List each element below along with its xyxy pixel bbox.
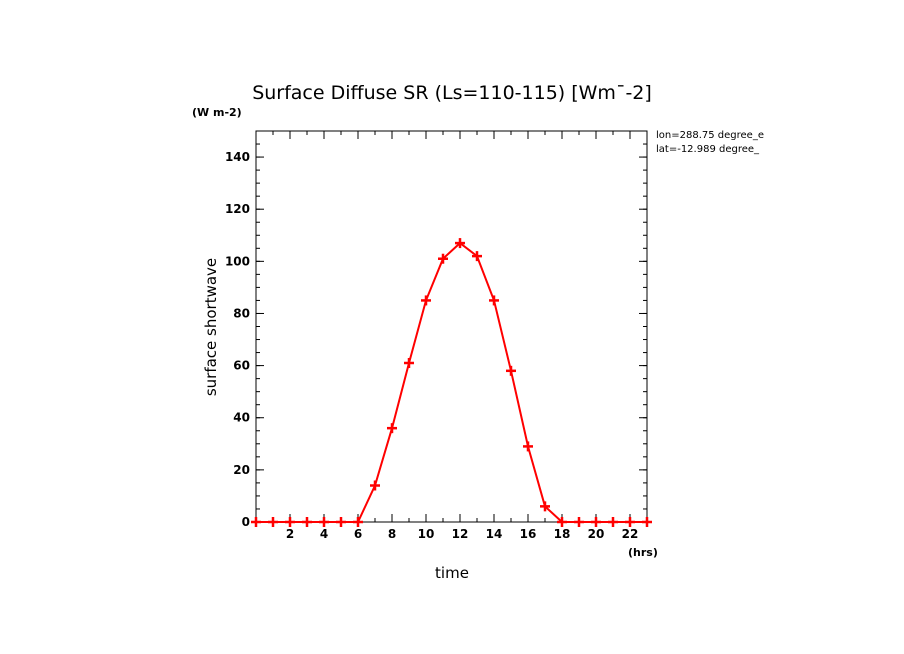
data-point xyxy=(523,441,533,452)
data-point xyxy=(472,251,482,262)
data-point xyxy=(574,517,584,527)
data-point xyxy=(285,517,295,527)
chart-title: Surface Diffuse SR (Ls=110-115) [Wm¯-2] xyxy=(252,82,652,104)
y-axis-units: (W m-2) xyxy=(192,106,242,119)
series-line xyxy=(256,241,647,523)
data-point xyxy=(608,517,618,527)
data-point xyxy=(557,517,567,527)
y-tick-label: 100 xyxy=(225,254,250,268)
data-point xyxy=(421,295,431,306)
data-point xyxy=(302,517,312,527)
x-tick-label: 4 xyxy=(320,527,328,541)
y-tick-label: 60 xyxy=(233,359,250,373)
y-axis-label: surface shortwave xyxy=(202,258,220,396)
x-axis-units: (hrs) xyxy=(628,546,658,559)
data-point xyxy=(625,517,635,527)
annotation-lon: lon=288.75 degree_e xyxy=(656,130,764,141)
data-point xyxy=(489,295,499,306)
data-point xyxy=(540,501,550,512)
axis-ticks: 2 4 6 8 10 12 14 16 18 20 22 0 20 40 60 80 100 120 140 xyxy=(225,131,647,541)
x-tick-label: 16 xyxy=(520,527,537,541)
data-point xyxy=(455,238,465,249)
y-tick-label: 0 xyxy=(242,515,250,529)
x-tick-label: 8 xyxy=(388,527,396,541)
x-tick-label: 6 xyxy=(354,527,362,541)
x-tick-label: 10 xyxy=(418,527,435,541)
y-tick-label: 140 xyxy=(225,150,250,164)
data-point xyxy=(591,517,601,527)
data-point xyxy=(387,423,397,434)
data-point xyxy=(506,365,516,376)
data-point xyxy=(353,517,363,527)
x-tick-label: 14 xyxy=(486,527,503,541)
y-tick-label: 20 xyxy=(233,463,250,477)
annotation-lat: lat=-12.989 degree_ xyxy=(656,144,760,155)
x-tick-label: 12 xyxy=(452,527,469,541)
data-point xyxy=(642,517,652,527)
x-tick-label: 18 xyxy=(554,527,571,541)
data-point xyxy=(268,517,278,527)
data-point xyxy=(319,517,329,527)
data-point xyxy=(438,253,448,264)
x-tick-label: 22 xyxy=(622,527,639,541)
data-point xyxy=(370,480,380,491)
data-point xyxy=(404,357,414,368)
plot-frame xyxy=(255,130,648,523)
x-tick-label: 20 xyxy=(588,527,605,541)
y-tick-label: 80 xyxy=(233,306,250,320)
data-point xyxy=(336,517,346,527)
series-layer xyxy=(251,238,652,527)
data-point xyxy=(251,517,261,527)
y-tick-label: 40 xyxy=(233,411,250,425)
x-axis-label: time xyxy=(435,564,469,582)
y-tick-label: 120 xyxy=(225,202,250,216)
x-tick-label: 2 xyxy=(286,527,294,541)
